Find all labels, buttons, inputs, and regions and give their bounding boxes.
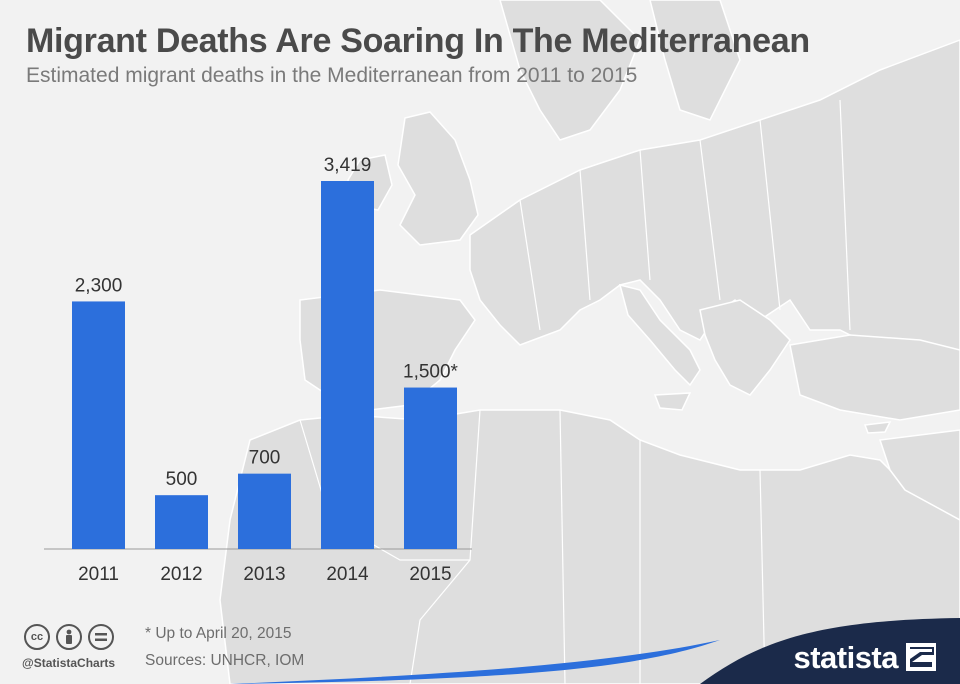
bar-2012 [155, 495, 208, 549]
page-title: Migrant Deaths Are Soaring In The Medite… [26, 22, 810, 60]
license-icons: cc [24, 624, 114, 650]
statista-logo-icon [906, 643, 936, 671]
map-turkey [789, 334, 960, 421]
x-tick-label-2012: 2012 [160, 564, 202, 585]
sources-note: Sources: UNHCR, IOM [145, 652, 305, 669]
data-label-2011: 2,300 [75, 275, 123, 296]
bar-2011 [72, 301, 125, 549]
map-sicily [653, 392, 692, 411]
data-label-2014: 3,419 [324, 155, 372, 176]
map-italy [618, 283, 701, 387]
data-label-2013: 700 [249, 448, 281, 469]
x-tick-label-2013: 2013 [243, 564, 285, 585]
map-balkans [699, 299, 791, 396]
page-subtitle: Estimated migrant deaths in the Mediterr… [26, 64, 638, 87]
map-uk [397, 111, 479, 246]
x-tick-label-2014: 2014 [326, 564, 369, 585]
map-middle-east [878, 429, 960, 521]
data-label-2015: 1,500* [403, 362, 459, 383]
x-tick-label-2015: 2015 [409, 564, 451, 585]
by-icon [56, 624, 82, 650]
map-cyprus [863, 421, 892, 434]
data-label-2012: 500 [166, 469, 198, 490]
map-finland [649, 0, 741, 121]
cc-icon: cc [24, 624, 50, 650]
social-handle: @StatistaCharts [22, 656, 116, 670]
bar-2013 [238, 473, 291, 549]
bar-2015 [404, 387, 457, 549]
footnote: * Up to April 20, 2015 [145, 625, 292, 642]
statista-logo-text[interactable]: statista [793, 640, 898, 675]
x-tick-label-2011: 2011 [78, 564, 119, 585]
map-scandinavia [499, 0, 641, 141]
equals-icon [88, 624, 114, 650]
bar-2014 [321, 181, 374, 549]
